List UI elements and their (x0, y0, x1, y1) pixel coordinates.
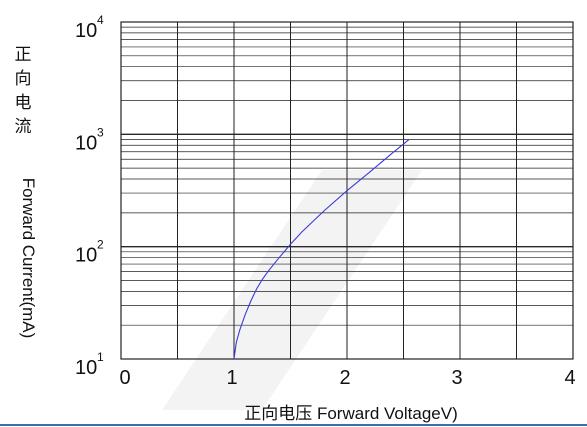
plot-frame (120, 21, 574, 360)
series-line (233, 139, 410, 360)
x-tick-label: 3 (451, 367, 462, 389)
y-axis-label: Forward Current(mA) (19, 178, 38, 339)
y-tick-base: 10 (75, 132, 97, 154)
watermark (162, 170, 422, 410)
y-tick-exponent: 2 (97, 238, 104, 252)
x-tick-label: 4 (564, 367, 575, 389)
y-axis-label-char: 正 (15, 45, 32, 64)
y-tick-base: 10 (75, 20, 97, 42)
y-tick-label: 10 1 (75, 350, 104, 379)
x-axis-label: 正向电压 Forward VoltageV) (244, 404, 458, 423)
x-tick-label: 0 (119, 367, 130, 389)
y-tick-label: 10 4 (75, 13, 104, 42)
y-axis-label-char: 流 (15, 117, 32, 136)
y-axis-label-char: 向 (15, 69, 32, 88)
y-tick-label: 10 3 (75, 125, 104, 154)
y-tick-base: 10 (75, 245, 97, 267)
y-tick-exponent: 4 (97, 13, 104, 27)
y-tick-exponent: 1 (97, 350, 104, 364)
grid (121, 21, 573, 360)
y-axis-label-char: 电 (15, 93, 32, 112)
y-tick-label: 10 2 (75, 238, 104, 267)
y-tick-base: 10 (75, 357, 97, 379)
x-tick-labels: 0 1 2 3 4 (119, 367, 575, 389)
y-tick-exponent: 3 (97, 125, 104, 139)
x-tick-label: 1 (226, 367, 237, 389)
x-tick-label: 2 (339, 367, 350, 389)
series-layer (233, 139, 410, 360)
